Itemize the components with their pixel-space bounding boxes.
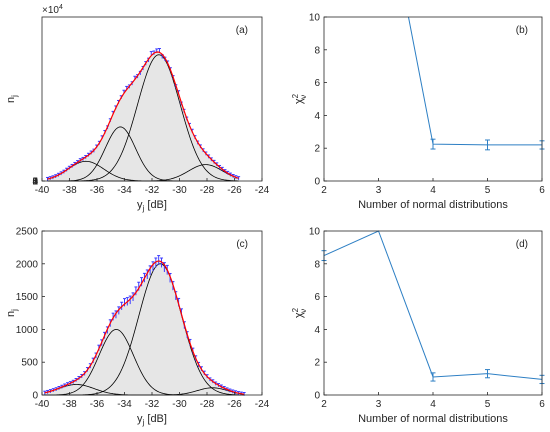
y-tick-label: 1000	[16, 325, 39, 336]
y-axis-label-main: n	[5, 97, 17, 103]
x-tick-label: 2	[321, 399, 327, 410]
x-tick-label: -36	[90, 399, 105, 410]
panel-label: (c)	[236, 239, 248, 250]
y-tick-label: 10	[309, 13, 321, 24]
y-tick-label: 2500	[16, 227, 39, 238]
y-tick-label: 1	[32, 176, 38, 187]
y-tick-label: 2	[314, 144, 320, 155]
y-tick-label: 4	[314, 325, 320, 336]
y-axis-label-main: n	[5, 311, 17, 317]
y-exponent-power: 4	[59, 4, 63, 11]
x-tick-label: 3	[376, 185, 382, 196]
y-axis-label: χ2ν	[291, 307, 308, 318]
x-tick-label: 6	[539, 185, 545, 196]
x-tick-label: 4	[430, 185, 436, 196]
y-axis-label-main: χ	[293, 98, 305, 104]
y-tick-label: 0	[314, 177, 320, 188]
y-tick-label: 4	[32, 176, 38, 187]
x-tick-label: 5	[485, 399, 491, 410]
y-axis-label-sup: 2	[291, 307, 300, 312]
y-tick-label: 4	[314, 111, 320, 122]
x-tick-label: 3	[376, 399, 382, 410]
x-axis-label: Number of normal distributions	[358, 413, 508, 425]
x-axis-label-unit: [dB]	[144, 413, 167, 425]
x-tick-label: -24	[255, 185, 270, 196]
x-tick-label: -38	[62, 185, 77, 196]
y-tick-label: 0	[314, 391, 320, 402]
y-tick-label: 8	[314, 259, 320, 270]
total-fit-line	[44, 260, 245, 395]
x-tick-label: -26	[227, 185, 242, 196]
total-fit-line	[47, 51, 239, 180]
y-tick-label: 10	[309, 227, 321, 238]
y-tick-label: 500	[21, 358, 38, 369]
y-axis-label: nj	[5, 95, 19, 103]
y-axis-label: nj	[5, 309, 19, 317]
x-axis-label: Number of normal distributions	[358, 199, 508, 211]
plot-frame	[323, 230, 543, 396]
y-tick-label: 0	[32, 177, 38, 188]
x-axis-label-unit: [dB]	[144, 199, 167, 211]
y-axis-label-sup: 2	[291, 93, 300, 98]
y-axis-exponent: ×104	[42, 4, 63, 16]
chi-line	[407, 16, 542, 146]
x-axis-label-main: y	[137, 413, 143, 425]
x-axis-label-main: y	[137, 199, 143, 211]
y-tick-label: 5	[32, 176, 38, 187]
plot-frame	[323, 16, 543, 182]
x-axis-label: yj [dB]	[137, 199, 167, 213]
panel-label: (b)	[516, 25, 528, 36]
panel-c: -40 -38 -36 -34 -32 -30 -28 -26 -24 0 500 1000 1500 2…	[5, 227, 270, 428]
x-axis-label-sub: j	[142, 418, 145, 427]
x-tick-label: -32	[145, 399, 160, 410]
x-axis-label: yj [dB]	[137, 413, 167, 427]
x-tick-label: -40	[35, 185, 50, 196]
y-tick-label: 0	[32, 391, 38, 402]
x-tick-label: -28	[200, 185, 215, 196]
y-axis-label-sub: j	[10, 95, 19, 98]
y-tick-label: 6	[314, 78, 320, 89]
y-axis-label-main: χ	[293, 312, 305, 318]
x-tick-label: -34	[117, 185, 132, 196]
x-tick-label: -30	[172, 399, 187, 410]
x-tick-label: -38	[62, 399, 77, 410]
x-tick-label: -32	[145, 185, 160, 196]
y-tick-label: 2000	[16, 259, 39, 270]
x-tick-label: 5	[485, 185, 491, 196]
x-tick-label: -24	[255, 399, 270, 410]
y-axis-label-sub: ν	[299, 309, 308, 313]
x-tick-label: -34	[117, 399, 132, 410]
y-tick-label: 3	[32, 176, 38, 187]
x-tick-label: -30	[172, 185, 187, 196]
y-axis-label: χ2ν	[291, 93, 308, 104]
area-under-fit	[47, 51, 239, 181]
y-axis-label-sub: j	[10, 309, 19, 312]
y-tick-label: 6	[314, 292, 320, 303]
x-tick-label: -36	[90, 185, 105, 196]
x-tick-label: -28	[200, 399, 215, 410]
y-tick-label: 2	[314, 358, 320, 369]
y-tick-label: 1500	[16, 292, 39, 303]
chi-line	[323, 230, 543, 380]
y-exponent-base: ×10	[42, 5, 59, 16]
panel-label: (a)	[236, 25, 248, 36]
x-tick-label: 6	[539, 399, 545, 410]
x-tick-label: 4	[430, 399, 436, 410]
x-tick-label: 2	[321, 185, 327, 196]
x-tick-label: -26	[227, 399, 242, 410]
x-tick-label: -40	[35, 399, 50, 410]
y-tick-label: 8	[314, 45, 320, 56]
x-axis-label-sub: j	[142, 204, 145, 213]
area-under-fit	[44, 261, 245, 395]
y-axis-label-sub: ν	[299, 95, 308, 99]
panel-label: (d)	[516, 239, 528, 250]
y-tick-label: 2	[32, 176, 38, 187]
